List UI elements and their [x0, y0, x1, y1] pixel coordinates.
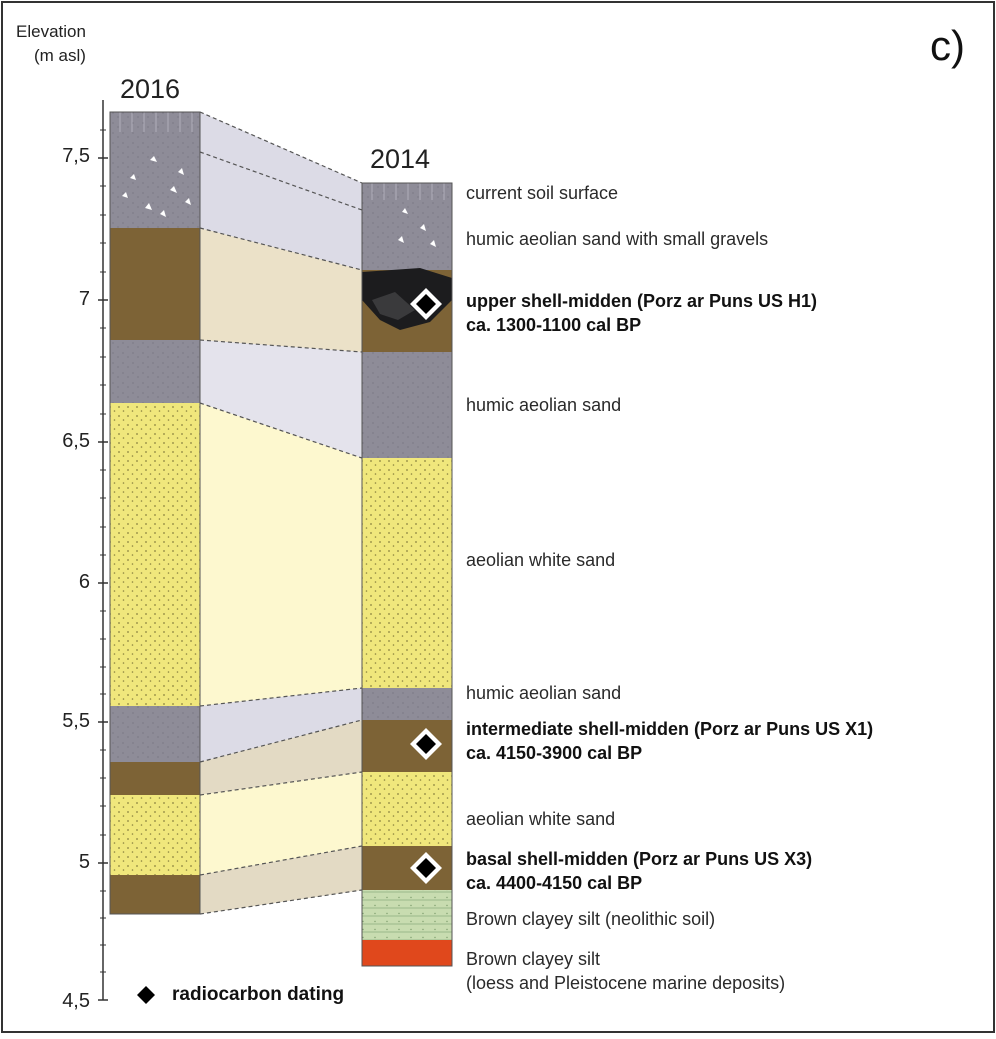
- layer-humic-gravel: [110, 112, 200, 228]
- layer-white-sand-lower-2014: [362, 772, 452, 846]
- column-2016-outline: [109, 111, 201, 915]
- layer-label: Brown clayey silt: [466, 949, 601, 969]
- layer-humic-sand-lower: [110, 706, 200, 762]
- band-brown-upper: [200, 228, 362, 352]
- layer-label: aeolian white sand: [466, 550, 616, 570]
- correlation-bands: [200, 112, 362, 914]
- soil-surface-hatch: [119, 112, 193, 132]
- layer-label: current soil surface: [466, 183, 619, 203]
- year-label-2016: 2016: [120, 74, 181, 104]
- diamond-icon: [416, 294, 436, 314]
- band-grey-top: [200, 112, 362, 270]
- layer-intermediate-midden: [110, 762, 200, 795]
- layer-label: humic aeolian sand: [466, 683, 622, 703]
- tick-label: 4,5: [62, 990, 90, 1012]
- layer-label: ca. 1300-1100 cal BP: [466, 315, 642, 335]
- layer-label: humic aeolian sand: [466, 395, 622, 415]
- diamond-icon: [416, 858, 436, 878]
- layer-neolithic-soil: [362, 890, 452, 940]
- axis-title-line1: Elevation: [16, 22, 86, 41]
- diamond-icon: [416, 734, 436, 754]
- tick-label: 5: [78, 851, 90, 873]
- band-brown-intermediate: [200, 720, 362, 795]
- tick-label: 7,5: [62, 145, 90, 167]
- soil-surface-hatch-2014: [371, 183, 445, 200]
- tick-label: 6,5: [62, 430, 90, 452]
- layer-label: aeolian white sand: [466, 809, 616, 829]
- tick-label: 6: [78, 571, 90, 593]
- layer-label: Brown clayey silt (neolithic soil): [466, 909, 716, 929]
- band-grey-lower: [200, 688, 362, 762]
- column-2014: [361, 182, 453, 967]
- correlation-lines: [199, 111, 363, 915]
- tick-label: 7: [78, 288, 90, 310]
- year-label-2014: 2014: [370, 144, 431, 174]
- layer-white-sand-lower: [110, 795, 200, 875]
- tick-label: 5,5: [62, 710, 90, 732]
- band-white-sand: [200, 403, 362, 706]
- layer-label: upper shell-midden (Porz ar Puns US H1): [466, 291, 818, 311]
- shell-midden-dark-2: [372, 292, 415, 320]
- band-grey-mid: [200, 340, 362, 458]
- layer-white-sand: [110, 403, 200, 706]
- layer-humic-sand-2014: [362, 352, 452, 458]
- layer-loess-deposits: [362, 940, 452, 966]
- band-white-sand-lower: [200, 772, 362, 875]
- y-minor-ticks: [100, 129, 106, 973]
- panel-label: c): [930, 22, 965, 69]
- layer-humic-sand: [110, 340, 200, 403]
- layer-label: basal shell-midden (Porz ar Puns US X3): [466, 849, 813, 869]
- column-2016: [109, 111, 201, 915]
- axis-title-line2: (m asl): [34, 46, 86, 65]
- radiocarbon-markers: [410, 288, 442, 884]
- small-gravels: [122, 156, 191, 217]
- layer-upper-midden: [110, 228, 200, 340]
- layer-label: humic aeolian sand with small gravels: [466, 229, 769, 249]
- small-gravels-2014: [398, 208, 436, 247]
- layer-humic-sand-lower-2014: [362, 688, 452, 720]
- layer-label: (loess and Pleistocene marine deposits): [466, 973, 786, 993]
- layer-basal-midden: [110, 875, 200, 914]
- layer-soil-gravel: [362, 183, 452, 270]
- layer-label: ca. 4400-4150 cal BP: [466, 873, 643, 893]
- layer-label: ca. 4150-3900 cal BP: [466, 743, 643, 763]
- layer-white-sand-2014: [362, 458, 452, 688]
- column-2014-outline: [361, 182, 453, 967]
- legend-label: radiocarbon dating: [172, 984, 345, 1005]
- legend-diamond-icon: [137, 986, 155, 1004]
- layer-label: intermediate shell-midden (Porz ar Puns …: [466, 719, 874, 739]
- band-brown-basal: [200, 846, 362, 914]
